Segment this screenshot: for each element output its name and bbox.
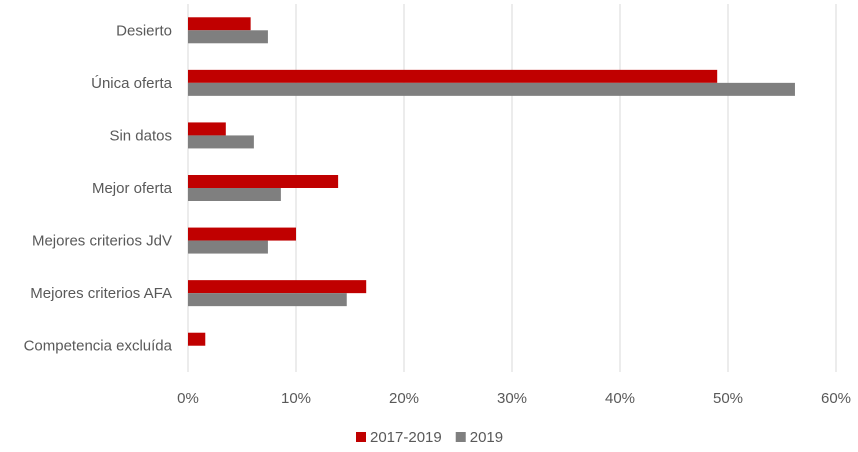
category-label: Desierto (116, 22, 172, 39)
category-label: Mejor oferta (92, 180, 173, 197)
x-tick-label: 0% (177, 390, 199, 407)
legend-swatch-0 (356, 432, 366, 442)
legend-label: 2019 (470, 429, 503, 446)
x-tick-label: 50% (713, 390, 743, 407)
legend: 2017-2019 2019 (356, 429, 503, 446)
bar-2019-0 (188, 30, 268, 44)
x-tick-label: 20% (389, 390, 419, 407)
x-tick-label: 10% (281, 390, 311, 407)
category-label: Sin datos (109, 127, 172, 144)
grid-lines (187, 4, 837, 372)
bar-2017-2019-3 (188, 175, 339, 188)
legend-label: 2017-2019 (370, 429, 442, 446)
bar-2017-2019-0 (188, 17, 251, 31)
category-labels: Desierto Única oferta Sin datos Mejor ofert… (24, 22, 173, 354)
bar-2019-4 (188, 240, 268, 254)
bar-2017-2019-4 (188, 227, 296, 241)
bar-2019-1 (188, 82, 795, 96)
bar-2019-5 (188, 293, 347, 307)
legend-swatch-1 (455, 432, 466, 442)
x-tick-labels: 0% 10% 20% 30% 40% 50% 60% (177, 390, 851, 407)
bars (188, 17, 795, 346)
x-tick-label: 40% (605, 390, 635, 407)
category-label: Competencia excluída (24, 338, 173, 355)
bar-2017-2019-5 (188, 280, 367, 294)
x-tick-label: 60% (821, 390, 851, 407)
bar-2019-3 (188, 188, 281, 201)
bar-2017-2019-2 (188, 122, 226, 136)
x-tick-label: 30% (497, 390, 527, 407)
bar-2017-2019-6 (188, 332, 206, 346)
bar-2017-2019-1 (188, 69, 718, 83)
category-label: Única oferta (91, 75, 173, 92)
category-label: Mejores criterios JdV (32, 233, 172, 250)
category-label: Mejores criterios AFA (30, 285, 172, 302)
bar-2019-2 (188, 135, 254, 149)
